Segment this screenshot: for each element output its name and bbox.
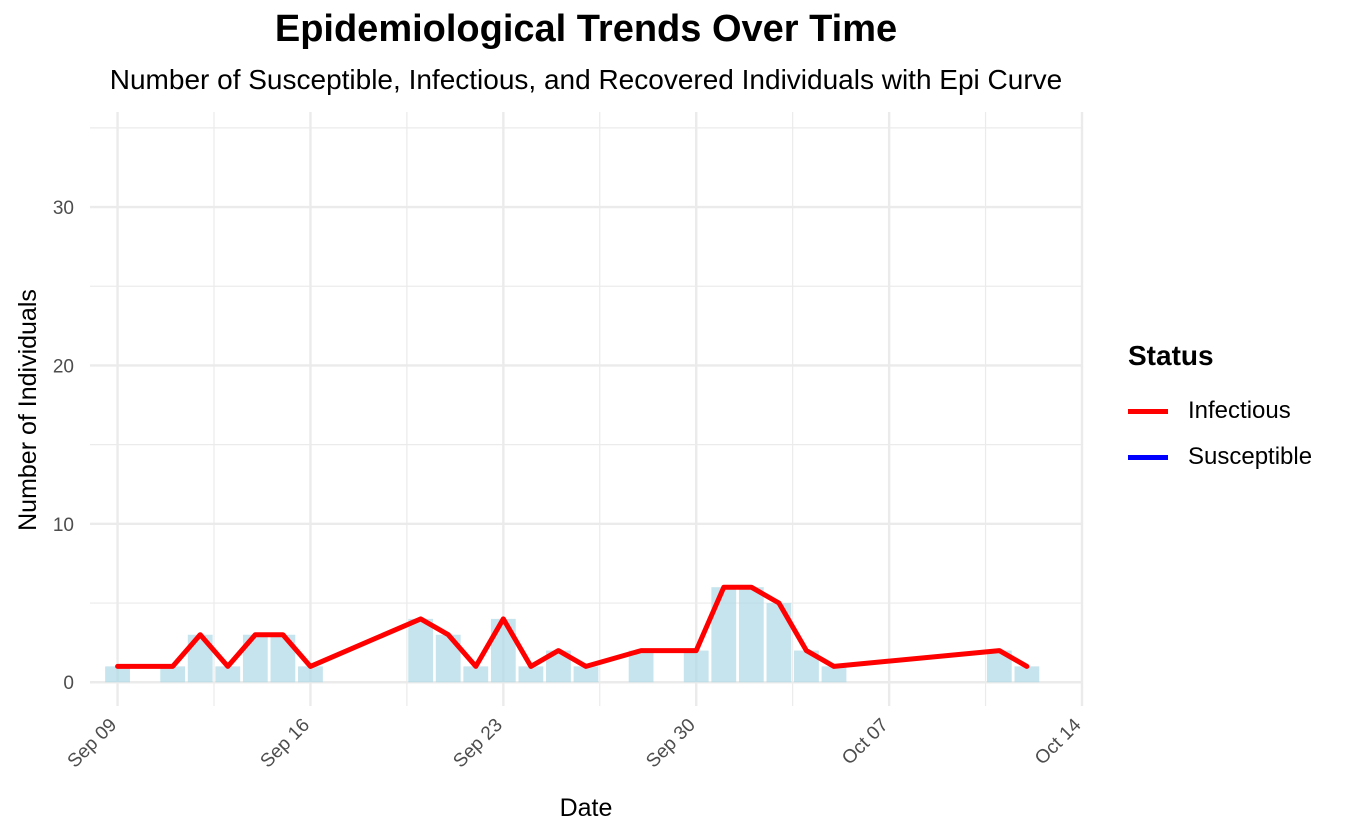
x-axis-ticks: Sep 09 Sep 16 Sep 23 Sep 30 Oct 07 Oct 14 xyxy=(64,714,1086,772)
x-tick-label: Sep 09 xyxy=(64,715,121,772)
epi-bar xyxy=(105,666,130,683)
x-axis-title: Date xyxy=(560,794,613,822)
epi-bar xyxy=(683,650,709,683)
x-tick-label: Oct 07 xyxy=(838,715,892,769)
grid-lines xyxy=(90,112,1084,706)
legend-swatch-susceptible xyxy=(1128,454,1168,460)
legend-label-infectious: Infectious xyxy=(1188,397,1291,424)
epi-bar xyxy=(573,666,599,683)
epi-bar xyxy=(738,587,764,683)
legend-swatch-infectious xyxy=(1128,408,1168,414)
x-tick-label: Sep 30 xyxy=(642,715,699,772)
y-tick-label: 30 xyxy=(53,198,74,219)
legend-title: Status xyxy=(1128,340,1214,371)
epi-bar xyxy=(463,666,489,683)
epi-bar xyxy=(628,650,654,683)
chart-subtitle: Number of Susceptible, Infectious, and R… xyxy=(109,64,1063,95)
epi-curve-bars xyxy=(105,587,1040,683)
epi-bar xyxy=(821,666,847,683)
legend-item-susceptible: Susceptible xyxy=(1128,434,1312,480)
x-tick-label: Oct 14 xyxy=(1031,714,1086,769)
chart-title: Epidemiological Trends Over Time xyxy=(274,8,898,50)
epi-bar xyxy=(160,666,186,683)
epi-bar xyxy=(298,666,323,683)
legend-item-infectious: Infectious xyxy=(1128,388,1312,434)
series-lines xyxy=(115,584,1030,669)
epi-bar xyxy=(518,666,544,683)
epi-bar xyxy=(1014,666,1040,683)
epi-bar xyxy=(490,618,516,683)
y-axis-title: Number of Individuals xyxy=(14,289,42,531)
legend-label-susceptible: Susceptible xyxy=(1188,443,1313,470)
epi-bar xyxy=(408,618,434,683)
y-tick-label: 10 xyxy=(53,515,74,536)
y-tick-label: 0 xyxy=(63,673,74,694)
legend: Status Infectious Susceptible xyxy=(1128,340,1312,480)
epi-bar xyxy=(215,666,241,683)
x-tick-label: Sep 23 xyxy=(449,715,506,772)
y-axis-ticks: 0 10 20 30 xyxy=(53,198,74,694)
x-tick-label: Sep 16 xyxy=(257,715,314,772)
series-line-infectious xyxy=(115,584,1030,669)
y-tick-label: 20 xyxy=(53,356,74,377)
